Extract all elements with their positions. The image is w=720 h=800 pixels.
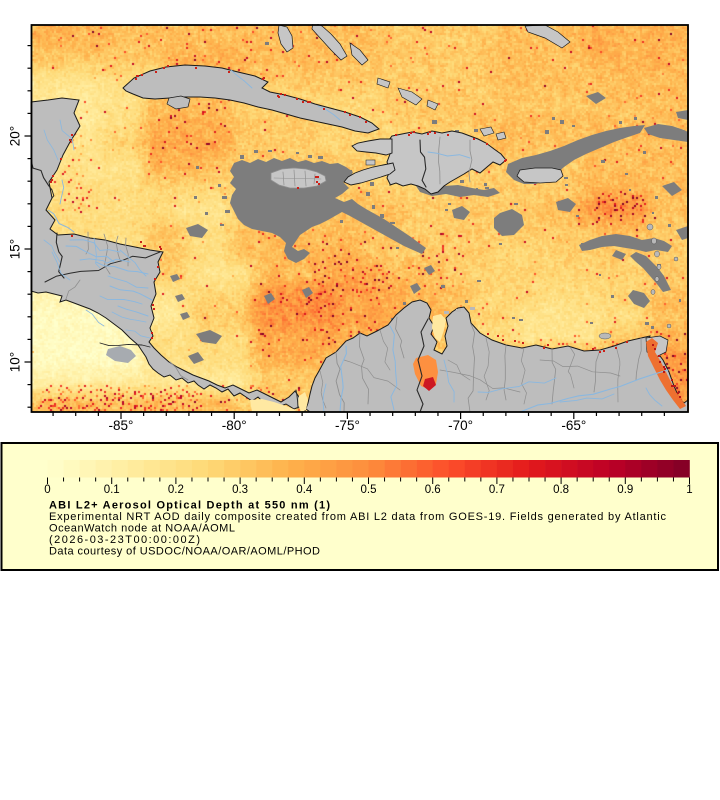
svg-text:15°: 15° [8, 239, 23, 259]
svg-text:-70°: -70° [448, 418, 473, 433]
svg-text:1: 1 [686, 484, 692, 496]
svg-text:-65°: -65° [561, 418, 586, 433]
svg-text:0.3: 0.3 [232, 484, 248, 496]
svg-text:10°: 10° [8, 352, 23, 372]
svg-text:0.4: 0.4 [296, 484, 313, 496]
svg-text:(2026-03-23T00:00:00Z): (2026-03-23T00:00:00Z) [49, 534, 200, 546]
svg-text:0.5: 0.5 [361, 484, 377, 496]
svg-text:Experimental NRT AOD daily com: Experimental NRT AOD daily composite cre… [49, 511, 667, 523]
svg-text:0.8: 0.8 [553, 484, 569, 496]
svg-text:0.9: 0.9 [617, 484, 633, 496]
svg-text:0: 0 [44, 484, 50, 496]
svg-text:OceanWatch node at NOAA/AOML: OceanWatch node at NOAA/AOML [49, 523, 235, 535]
svg-text:-85°: -85° [109, 418, 134, 433]
svg-text:-80°: -80° [222, 418, 247, 433]
svg-text:0.1: 0.1 [104, 484, 120, 496]
svg-text:20°: 20° [8, 126, 23, 146]
svg-text:0.6: 0.6 [425, 484, 441, 496]
svg-text:-75°: -75° [335, 418, 360, 433]
svg-text:0.2: 0.2 [168, 484, 184, 496]
svg-text:Data courtesy of USDOC/NOAA/OA: Data courtesy of USDOC/NOAA/OAR/AOML/PHO… [49, 546, 320, 558]
svg-text:0.7: 0.7 [489, 484, 505, 496]
